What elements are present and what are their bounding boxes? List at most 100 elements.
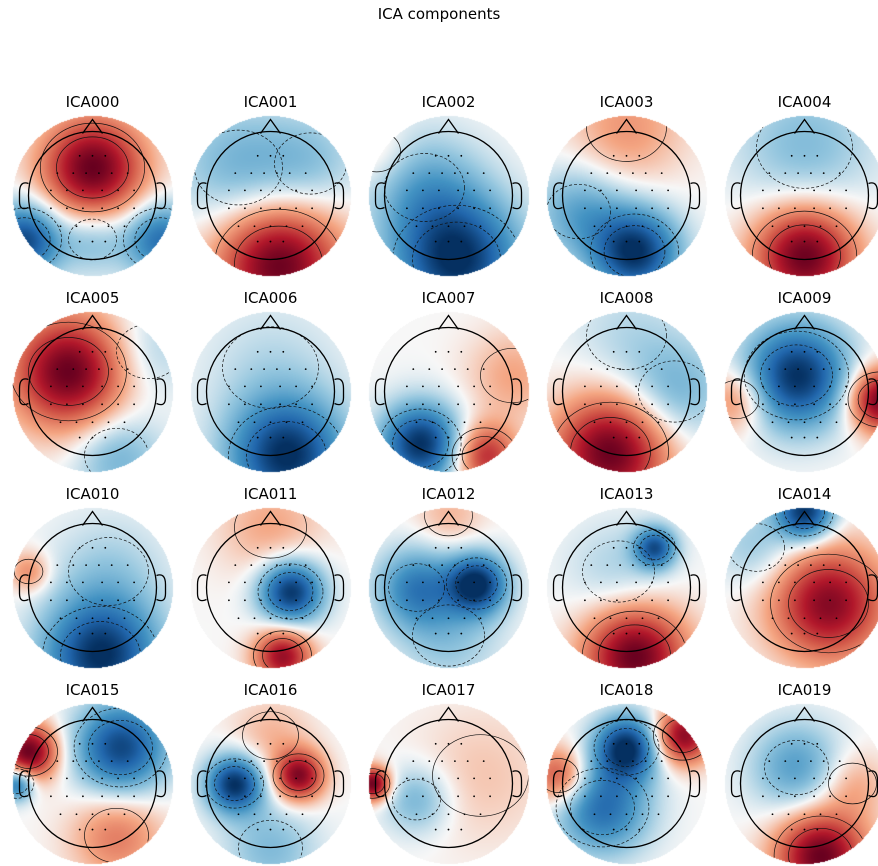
sensor-dot (804, 743, 806, 745)
sensor-dot (454, 172, 456, 174)
sensor-dot (276, 368, 278, 370)
sensor-dot (282, 829, 284, 831)
sensor-dot (406, 777, 408, 779)
sensor-dot (473, 777, 475, 779)
sensor-dot (66, 403, 68, 405)
sensor-dot (464, 421, 466, 423)
sensor-dot (778, 581, 780, 583)
sensor-dot (438, 795, 440, 797)
field-map (722, 309, 878, 474)
sensor-dot (778, 385, 780, 387)
sensor-dot (836, 617, 838, 619)
sensor-dot (489, 207, 491, 209)
sensor-dot (464, 617, 466, 619)
sensor-dot (645, 564, 647, 566)
component-title: ICA000 (10, 93, 175, 111)
topomap-ica004: ICA004 (722, 93, 878, 273)
sensor-dot (92, 743, 94, 745)
sensor-dot (600, 207, 602, 209)
sensor-dot (772, 617, 774, 619)
sensor-dot (778, 599, 780, 601)
sensor-dot (797, 564, 799, 566)
sensor-dot (311, 207, 313, 209)
sensor-dot (794, 385, 796, 387)
component-title: ICA018 (544, 681, 709, 699)
sensor-dot (228, 581, 230, 583)
topomap-ica005: ICA005 (10, 289, 175, 469)
sensor-dot (813, 777, 815, 779)
sensor-dot (282, 155, 284, 157)
sensor-dot (613, 547, 615, 549)
sensor-dot (92, 241, 94, 243)
sensor-dot (311, 777, 313, 779)
component-title: ICA005 (10, 289, 175, 307)
sensor-dot (823, 368, 825, 370)
sensor-dot (845, 403, 847, 405)
sensor-dot (820, 225, 822, 227)
sensor-dot (422, 385, 424, 387)
topomap-plot (722, 309, 878, 474)
sensor-dot (270, 813, 272, 815)
sensor-dot (435, 155, 437, 157)
sensor-dot (244, 777, 246, 779)
sensor-dot (406, 581, 408, 583)
topomap-plot (722, 505, 878, 670)
sensor-dot (435, 547, 437, 549)
sensor-dot (448, 225, 450, 227)
sensor-dot (635, 599, 637, 601)
sensor-dot (635, 189, 637, 191)
sensor-dot (117, 403, 119, 405)
sensor-dot (50, 599, 52, 601)
sensor-dot (616, 403, 618, 405)
sensor-dot (311, 581, 313, 583)
sensor-dot (117, 599, 119, 601)
sensor-dot (441, 172, 443, 174)
sensor-dot (784, 172, 786, 174)
sensor-dot (768, 564, 770, 566)
sensor-dot (613, 155, 615, 157)
sensor-dot (260, 189, 262, 191)
field-map (544, 309, 709, 474)
sensor-dot (234, 760, 236, 762)
sensor-dot (305, 760, 307, 762)
sensor-dot (768, 760, 770, 762)
sensor-dot (590, 760, 592, 762)
sensor-dot (829, 777, 831, 779)
sensor-dot (600, 385, 602, 387)
sensor-dot (823, 564, 825, 566)
sensor-dot (457, 599, 459, 601)
sensor-dot (56, 760, 58, 762)
sensor-dot (422, 581, 424, 583)
sensor-dot (412, 368, 414, 370)
sensor-dot (79, 241, 81, 243)
sensor-dot (600, 599, 602, 601)
sensor-dot (82, 403, 84, 405)
sensor-dot (66, 385, 68, 387)
sensor-dot (412, 172, 414, 174)
sensor-dot (295, 777, 297, 779)
field-map (10, 309, 175, 474)
sensor-dot (661, 760, 663, 762)
sensor-dot (616, 189, 618, 191)
component-title: ICA011 (188, 485, 353, 503)
sensor-dot (658, 225, 660, 227)
sensor-dot (101, 207, 103, 209)
sensor-dot (438, 207, 440, 209)
sensor-dot (813, 581, 815, 583)
topomap-plot (188, 505, 353, 670)
sensor-dot (473, 385, 475, 387)
sensor-dot (406, 207, 408, 209)
sensor-dot (610, 421, 612, 423)
sensor-dot (829, 189, 831, 191)
sensor-dot (658, 813, 660, 815)
sensor-dot (270, 241, 272, 243)
sensor-dot (816, 351, 818, 353)
sensor-dot (133, 385, 135, 387)
topomap-ica008: ICA008 (544, 289, 709, 469)
sensor-dot (270, 225, 272, 227)
sensor-dot (50, 777, 52, 779)
sensor-dot (438, 777, 440, 779)
sensor-dot (457, 777, 459, 779)
sensor-dot (98, 368, 100, 370)
sensor-dot (234, 368, 236, 370)
